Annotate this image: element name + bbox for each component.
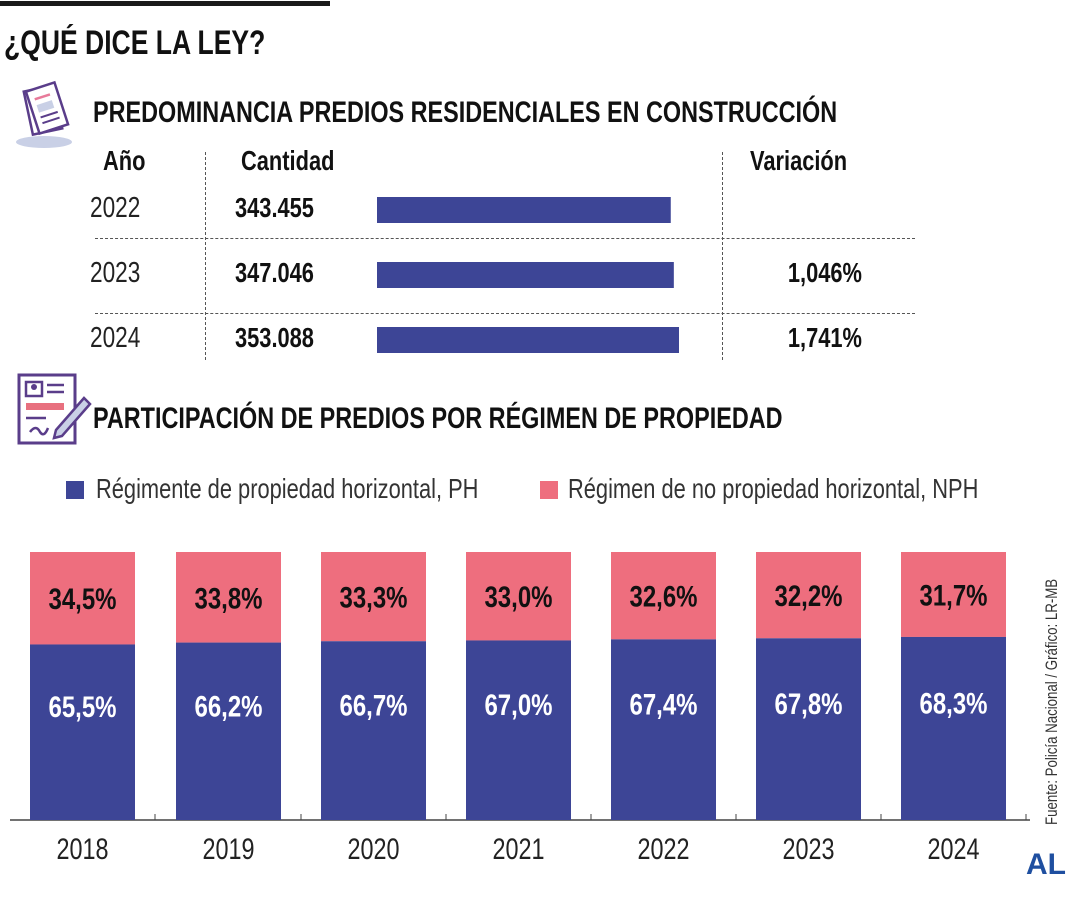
row-quantity-text: 353.088 bbox=[235, 322, 314, 353]
label-nph-2020: 33,3% bbox=[339, 580, 407, 614]
row-year: 2022 bbox=[90, 192, 155, 225]
col-header-quantity: Cantidad bbox=[241, 145, 361, 177]
bar-ph-2019 bbox=[176, 642, 281, 820]
quantity-bars bbox=[377, 197, 679, 353]
source-note: Fuente: Policía Nacional / Gráfico: LR-M… bbox=[1042, 509, 1062, 825]
col-header-year-text: Año bbox=[103, 145, 146, 176]
row-variation-text: 1,741% bbox=[787, 322, 862, 353]
bar-ph-2024 bbox=[901, 636, 1006, 820]
label-ph-2018: 65,5% bbox=[48, 690, 116, 724]
col-header-quantity-text: Cantidad bbox=[241, 145, 335, 176]
row-quantity: 353.088 bbox=[235, 322, 336, 354]
bar-nph-2018 bbox=[30, 552, 135, 645]
row-year-text: 2022 bbox=[90, 192, 141, 224]
bar-ph-2018 bbox=[30, 644, 135, 820]
label-ph-2023: 67,8% bbox=[774, 687, 842, 721]
col-header-variation-text: Variación bbox=[750, 145, 848, 176]
bar-nph-2021 bbox=[466, 552, 571, 641]
row-divider bbox=[95, 313, 915, 314]
row-quantity: 347.046 bbox=[235, 257, 336, 289]
legend-label-ph: Régimente de propiedad horizontal, PH bbox=[96, 473, 479, 504]
row-divider bbox=[95, 238, 915, 239]
legend-label-nph: Régimen de no propiedad horizontal, NPH bbox=[568, 473, 979, 504]
bar-ph-2021 bbox=[466, 640, 571, 820]
row-quantity-text: 347.046 bbox=[235, 257, 314, 288]
section1-title: PREDOMINANCIA PREDIOS RESIDENCIALES EN C… bbox=[93, 96, 1047, 130]
quantity-bar-2023 bbox=[377, 262, 674, 288]
label-ph-2024: 68,3% bbox=[919, 686, 987, 720]
x-tick-label-2018: 2018 bbox=[56, 832, 108, 865]
bar-nph-2022 bbox=[611, 552, 716, 640]
x-tick-label-2020: 2020 bbox=[347, 832, 399, 865]
row-year-text: 2024 bbox=[90, 322, 141, 354]
bar-ph-2023 bbox=[756, 638, 861, 820]
bar-nph-2020 bbox=[321, 552, 426, 642]
legend-swatch-ph bbox=[66, 481, 84, 499]
label-ph-2019: 66,2% bbox=[194, 689, 262, 723]
source-text: Fuente: Policía Nacional / Gráfico: LR-M… bbox=[1042, 578, 1061, 825]
x-tick-label-2019: 2019 bbox=[202, 832, 254, 865]
document-icon bbox=[16, 80, 72, 148]
section1-title-text: PREDOMINANCIA PREDIOS RESIDENCIALES EN C… bbox=[93, 96, 838, 129]
label-nph-2024: 31,7% bbox=[919, 578, 987, 612]
top-rule bbox=[0, 1, 330, 6]
row-quantity: 343.455 bbox=[235, 192, 336, 224]
row-year: 2024 bbox=[90, 322, 155, 355]
x-tick-label-2024: 2024 bbox=[927, 832, 979, 865]
row-quantity-text: 343.455 bbox=[235, 192, 314, 223]
page-title-text: ¿QUÉ DICE LA LEY? bbox=[4, 24, 266, 62]
x-tick-label-2023: 2023 bbox=[782, 832, 834, 865]
column-divider bbox=[722, 152, 723, 360]
label-nph-2018: 34,5% bbox=[48, 582, 116, 616]
row-variation-text: 1,046% bbox=[787, 257, 862, 288]
section2-title: PARTICIPACIÓN DE PREDIOS POR RÉGIMEN DE … bbox=[93, 402, 977, 436]
label-ph-2020: 66,7% bbox=[339, 688, 407, 722]
label-nph-2021: 33,0% bbox=[484, 580, 552, 614]
label-ph-2022: 67,4% bbox=[629, 687, 697, 721]
quantity-bar-2024 bbox=[377, 327, 679, 353]
bar-ph-2020 bbox=[321, 641, 426, 820]
legend-swatch-nph bbox=[540, 481, 558, 499]
col-header-year: Año bbox=[103, 145, 157, 177]
row-year-text: 2023 bbox=[90, 257, 141, 289]
stacked-bar-chart: 34,5% 65,5% 2018 33,8% 66,2% 2019 33,3% 66,7% 20… bbox=[10, 552, 1030, 866]
bar-nph-2023 bbox=[756, 552, 861, 639]
quantity-bar-2022 bbox=[377, 197, 671, 223]
section2-title-text: PARTICIPACIÓN DE PREDIOS POR RÉGIMEN DE … bbox=[93, 402, 783, 435]
row-year: 2023 bbox=[90, 257, 155, 290]
bar-nph-2024 bbox=[901, 552, 1006, 637]
x-tick-label-2021: 2021 bbox=[492, 832, 544, 865]
page-title: ¿QUÉ DICE LA LEY? bbox=[4, 24, 339, 63]
row-variation: 1,741% bbox=[767, 322, 862, 354]
brand-logo: AL bbox=[1026, 848, 1066, 881]
label-nph-2023: 32,2% bbox=[774, 579, 842, 613]
x-tick-label-2022: 2022 bbox=[637, 832, 689, 865]
column-divider bbox=[205, 152, 206, 360]
label-nph-2019: 33,8% bbox=[194, 581, 262, 615]
col-header-variation: Variación bbox=[750, 145, 875, 177]
bar-ph-2022 bbox=[611, 639, 716, 820]
form-signature-icon bbox=[17, 373, 92, 445]
label-ph-2021: 67,0% bbox=[484, 688, 552, 722]
bar-nph-2019 bbox=[176, 552, 281, 643]
label-nph-2022: 32,6% bbox=[629, 579, 697, 613]
row-variation: 1,046% bbox=[767, 257, 862, 289]
